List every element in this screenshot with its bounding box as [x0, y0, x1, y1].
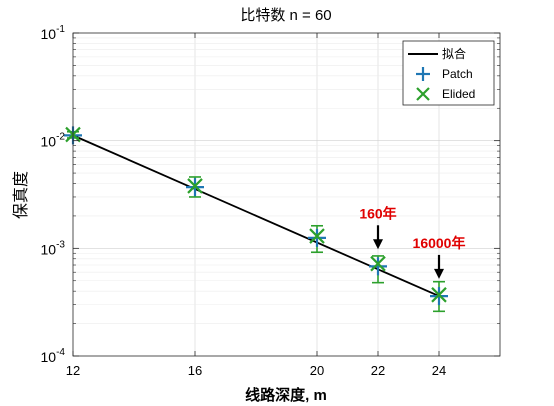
annotation-label: 160年 [359, 205, 396, 221]
x-axis-label: 线路深度, m [245, 386, 327, 404]
y-tick-label: 10-2 [41, 132, 66, 150]
elided-point [309, 228, 325, 244]
elided-marker-b [187, 178, 203, 194]
x-tick-label: 16 [188, 363, 202, 378]
elided-marker-b [431, 287, 447, 303]
plot-frame [72, 32, 501, 357]
annotations: 160年 16000年 [359, 205, 465, 279]
x-tick-label: 22 [371, 363, 385, 378]
y-tick-label: 10-4 [41, 347, 66, 365]
annotation-arrow-head [434, 268, 444, 279]
legend-fit-label: 拟合 [442, 46, 466, 61]
axis-ticks [72, 32, 500, 357]
legend-patch-swatch [416, 67, 430, 81]
y-axis-label: 保真度 [12, 171, 30, 219]
elided-point [431, 287, 447, 303]
elided-marker-b [309, 228, 325, 244]
elided-marker-b [370, 255, 386, 272]
legend: 拟合 Patch Elided [402, 40, 495, 106]
y-tick-label: 10-3 [41, 239, 66, 257]
elided-point [187, 178, 203, 194]
chart-title: 比特数 n = 60 [240, 7, 331, 24]
y-tick-label: 10-1 [41, 24, 66, 42]
patch-point [369, 257, 387, 276]
patch-point [308, 228, 326, 247]
x-tick-label: 24 [432, 363, 446, 378]
annotation-label: 16000年 [413, 235, 466, 251]
legend-elided-label: Elided [442, 87, 475, 101]
tick-labels: 12 16 20 22 24 10-4 10-3 10-2 10-1 [41, 24, 447, 378]
markers [64, 126, 448, 306]
x-tick-label: 20 [310, 363, 324, 378]
annotation-arrow-head [373, 239, 383, 250]
legend-patch-label: Patch [442, 67, 473, 81]
x-tick-label: 12 [66, 363, 80, 378]
elided-point [370, 255, 386, 272]
legend-elided-swatch [416, 87, 430, 101]
